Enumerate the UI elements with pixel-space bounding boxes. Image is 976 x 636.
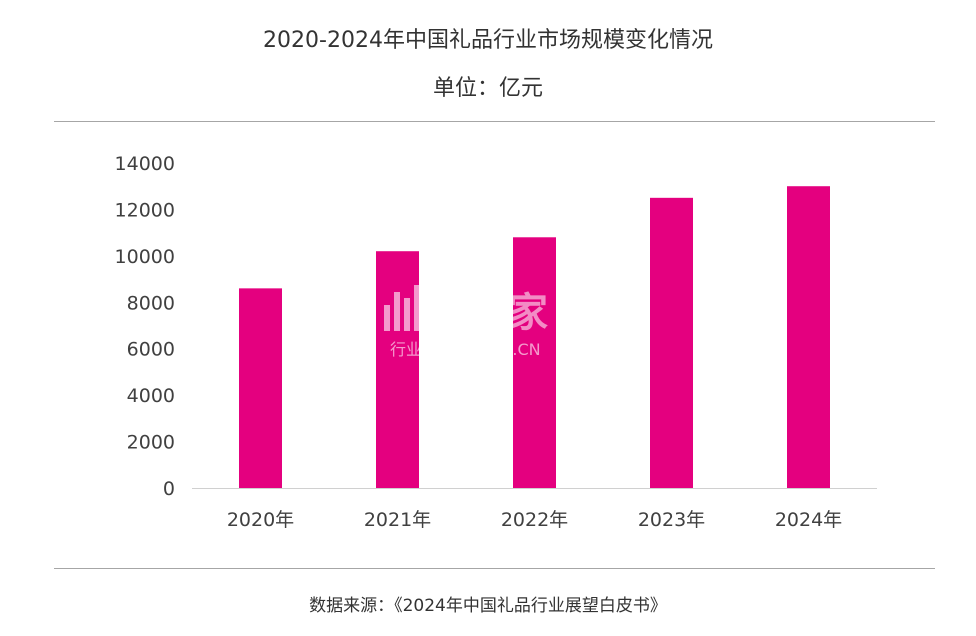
y-tick-label: 0 [163, 478, 175, 500]
watermark-main-text: 并购家 [428, 290, 548, 336]
x-tick-label: 2020年 [227, 509, 294, 531]
y-tick-label: 4000 [127, 385, 175, 407]
watermark-sub-text: 行业报告 IPOIPO.CN [390, 340, 541, 359]
top-divider [54, 121, 935, 122]
y-tick-label: 8000 [127, 292, 175, 314]
bar-0 [239, 288, 282, 488]
chart-title: 2020-2024年中国礼品行业市场规模变化情况 [263, 28, 713, 53]
x-tick-label: 2022年 [501, 509, 568, 531]
x-tick-label: 2021年 [364, 509, 431, 531]
watermark: 并购家 行业报告 IPOIPO.CN [384, 285, 548, 359]
bar-2 [513, 237, 556, 488]
data-source-note: 数据来源：《2024年中国礼品行业展望白皮书》 [309, 596, 667, 616]
y-axis: 0 2000 4000 6000 8000 10000 12000 14000 [115, 153, 175, 500]
x-axis: 2020年 2021年 2022年 2023年 2024年 [227, 509, 842, 531]
bottom-divider [54, 568, 935, 569]
bars [239, 186, 830, 489]
bar-1 [376, 251, 419, 488]
chart-subtitle: 单位：亿元 [432, 76, 543, 101]
x-tick-label: 2023年 [638, 509, 705, 531]
watermark-logo-icon [384, 285, 420, 331]
y-tick-label: 12000 [115, 199, 175, 221]
y-tick-label: 2000 [127, 432, 175, 454]
x-tick-label: 2024年 [775, 509, 842, 531]
bar-3 [650, 197, 693, 489]
bar-4 [787, 186, 830, 488]
y-tick-label: 14000 [115, 153, 175, 175]
y-tick-label: 6000 [127, 339, 175, 361]
y-tick-label: 10000 [115, 246, 175, 268]
